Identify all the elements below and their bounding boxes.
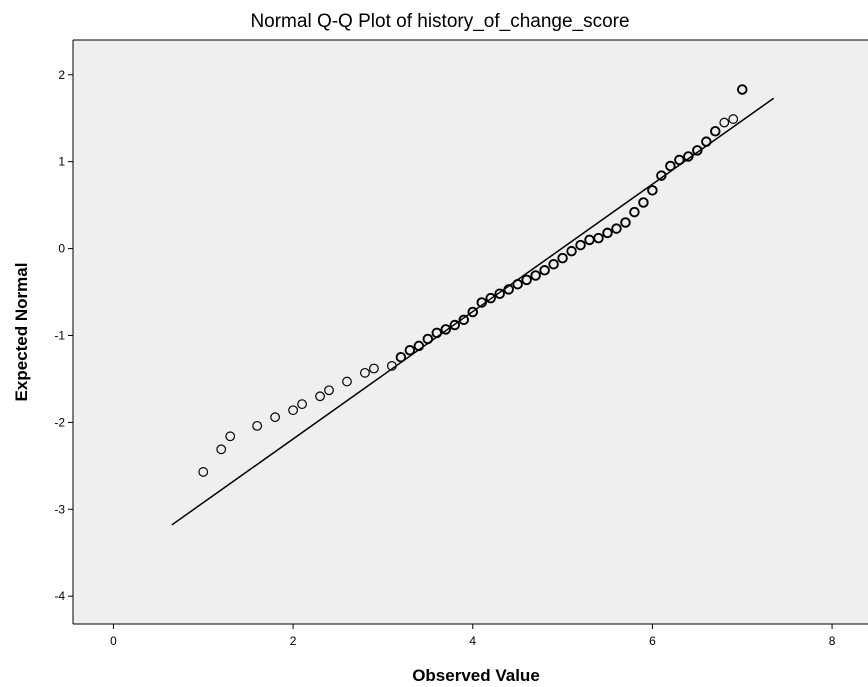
data-point (395, 351, 407, 363)
data-point (225, 431, 236, 442)
data-point (521, 274, 532, 286)
data-point (539, 265, 550, 276)
y-tick-label: -3 (54, 502, 65, 516)
data-point (413, 340, 425, 352)
data-point (431, 327, 443, 339)
data-point (297, 399, 307, 410)
data-point (719, 117, 730, 128)
data-point (512, 278, 523, 290)
data-point (369, 363, 379, 374)
y-tick-label: -4 (54, 589, 65, 603)
data-point (647, 185, 658, 196)
data-point (611, 223, 622, 234)
data-point (458, 314, 470, 326)
data-point (701, 136, 712, 147)
plot-area (73, 40, 868, 624)
data-point (485, 292, 496, 304)
data-point (638, 197, 649, 208)
data-point (476, 297, 487, 308)
data-point (467, 306, 478, 318)
data-point (324, 385, 334, 396)
data-point (216, 444, 227, 455)
data-point (665, 160, 676, 172)
x-tick-label: 0 (110, 634, 117, 648)
x-tick-label: 2 (290, 634, 297, 648)
y-tick-label: -2 (54, 415, 65, 429)
y-tick-label: 0 (58, 242, 65, 256)
y-axis-label: Expected Normal (12, 263, 31, 402)
data-point (440, 324, 452, 335)
data-point (620, 217, 631, 228)
data-point (557, 252, 568, 264)
data-point (288, 405, 298, 416)
data-points (198, 84, 748, 477)
x-tick-label: 8 (829, 634, 836, 648)
data-point (674, 154, 685, 166)
data-point (315, 391, 325, 402)
y-tick-label: 1 (58, 155, 65, 169)
data-point (386, 360, 397, 371)
data-point (494, 288, 505, 300)
data-point (566, 245, 577, 257)
data-point (422, 333, 434, 345)
data-point (710, 125, 721, 137)
data-point (548, 258, 559, 270)
data-point (449, 319, 461, 331)
x-ticks: 0 2 4 6 8 (110, 624, 836, 648)
data-point (629, 206, 640, 218)
data-point (656, 170, 667, 181)
data-point (404, 345, 416, 356)
chart-title: Normal Q-Q Plot of history_of_change_sco… (250, 11, 629, 32)
y-tick-label: -1 (54, 328, 65, 342)
data-point (503, 284, 514, 295)
data-point (728, 114, 739, 124)
data-point (683, 151, 694, 162)
data-point (252, 420, 263, 431)
x-axis-label: Observed Value (412, 666, 540, 685)
data-point (602, 227, 613, 239)
data-point (360, 367, 370, 378)
y-ticks: 2 1 0 -1 -2 -3 -4 (54, 68, 73, 603)
data-point (198, 467, 209, 477)
y-tick-label: 2 (58, 68, 65, 82)
data-point (342, 376, 352, 387)
data-point (530, 270, 541, 281)
data-point (575, 239, 586, 251)
x-tick-label: 4 (469, 634, 476, 648)
x-tick-label: 6 (649, 634, 656, 648)
data-point (736, 84, 748, 95)
data-point (270, 412, 281, 423)
data-point (692, 145, 703, 156)
data-point (593, 232, 604, 244)
